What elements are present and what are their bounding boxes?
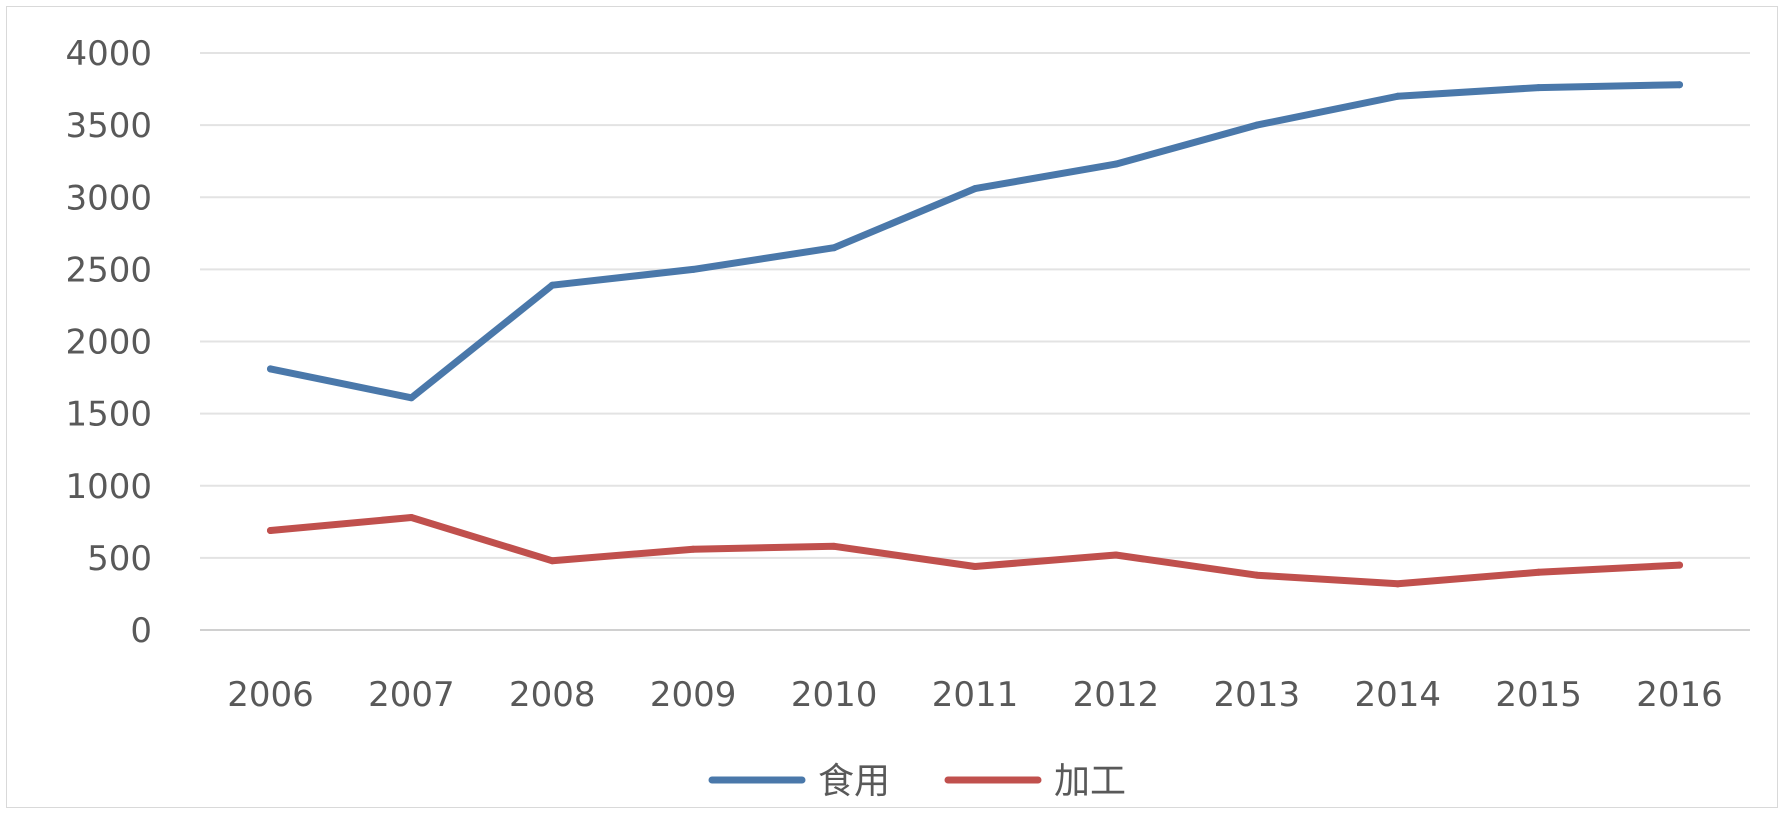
y-tick-label: 2000: [65, 323, 152, 363]
data-point: [971, 185, 979, 193]
data-point: [1253, 121, 1261, 129]
data-point: [1535, 568, 1543, 576]
data-point: [971, 563, 979, 571]
legend-label: 食用: [818, 761, 890, 802]
data-point: [689, 545, 697, 553]
data-point: [689, 265, 697, 273]
data-point: [266, 365, 274, 373]
series-line-2: [267, 514, 1683, 588]
y-tick-label: 0: [130, 611, 152, 651]
data-point: [266, 526, 274, 534]
x-tick-label: 2016: [1636, 675, 1723, 715]
x-tick-label: 2006: [227, 675, 314, 715]
data-point: [1112, 160, 1120, 168]
x-axis-labels: 2006 2007 2008 2009 2010 2011 2012 2013 2014 2015…: [227, 675, 1723, 715]
data-point: [407, 513, 415, 521]
data-point: [1253, 571, 1261, 579]
data-point: [830, 244, 838, 252]
data-point: [548, 281, 556, 289]
x-tick-label: 2008: [509, 675, 596, 715]
series-line-1: [267, 81, 1683, 402]
data-point: [1676, 81, 1684, 89]
chart-frame: [6, 6, 1778, 808]
y-tick-label: 4000: [65, 34, 152, 74]
data-point: [1535, 84, 1543, 92]
y-tick-label: 3500: [65, 106, 152, 146]
series-lines: [266, 81, 1684, 588]
legend: 食用 加工: [708, 761, 1126, 802]
data-point: [1676, 561, 1684, 569]
x-tick-label: 2013: [1214, 675, 1301, 715]
y-axis-labels: 0 500 1000 1500 2000 2500 3000 3500 4000: [65, 34, 152, 651]
x-tick-label: 2012: [1073, 675, 1160, 715]
data-point: [1394, 92, 1402, 100]
legend-item-1: 食用: [708, 761, 890, 802]
x-tick-label: 2007: [368, 675, 455, 715]
data-point: [1394, 580, 1402, 588]
data-point: [830, 542, 838, 550]
y-tick-label: 3000: [65, 178, 152, 218]
y-tick-label: 500: [87, 539, 152, 579]
y-tick-label: 1000: [65, 467, 152, 507]
x-tick-label: 2015: [1495, 675, 1582, 715]
x-tick-label: 2009: [650, 675, 737, 715]
data-point: [407, 394, 415, 402]
y-tick-label: 2500: [65, 250, 152, 290]
x-tick-label: 2014: [1354, 675, 1441, 715]
legend-label: 加工: [1054, 761, 1126, 802]
data-point: [1112, 551, 1120, 559]
data-point: [548, 557, 556, 565]
x-tick-label: 2010: [791, 675, 878, 715]
legend-item-2: 加工: [944, 761, 1126, 802]
gridlines: [200, 52, 1750, 631]
x-tick-label: 2011: [932, 675, 1019, 715]
y-tick-label: 1500: [65, 395, 152, 435]
